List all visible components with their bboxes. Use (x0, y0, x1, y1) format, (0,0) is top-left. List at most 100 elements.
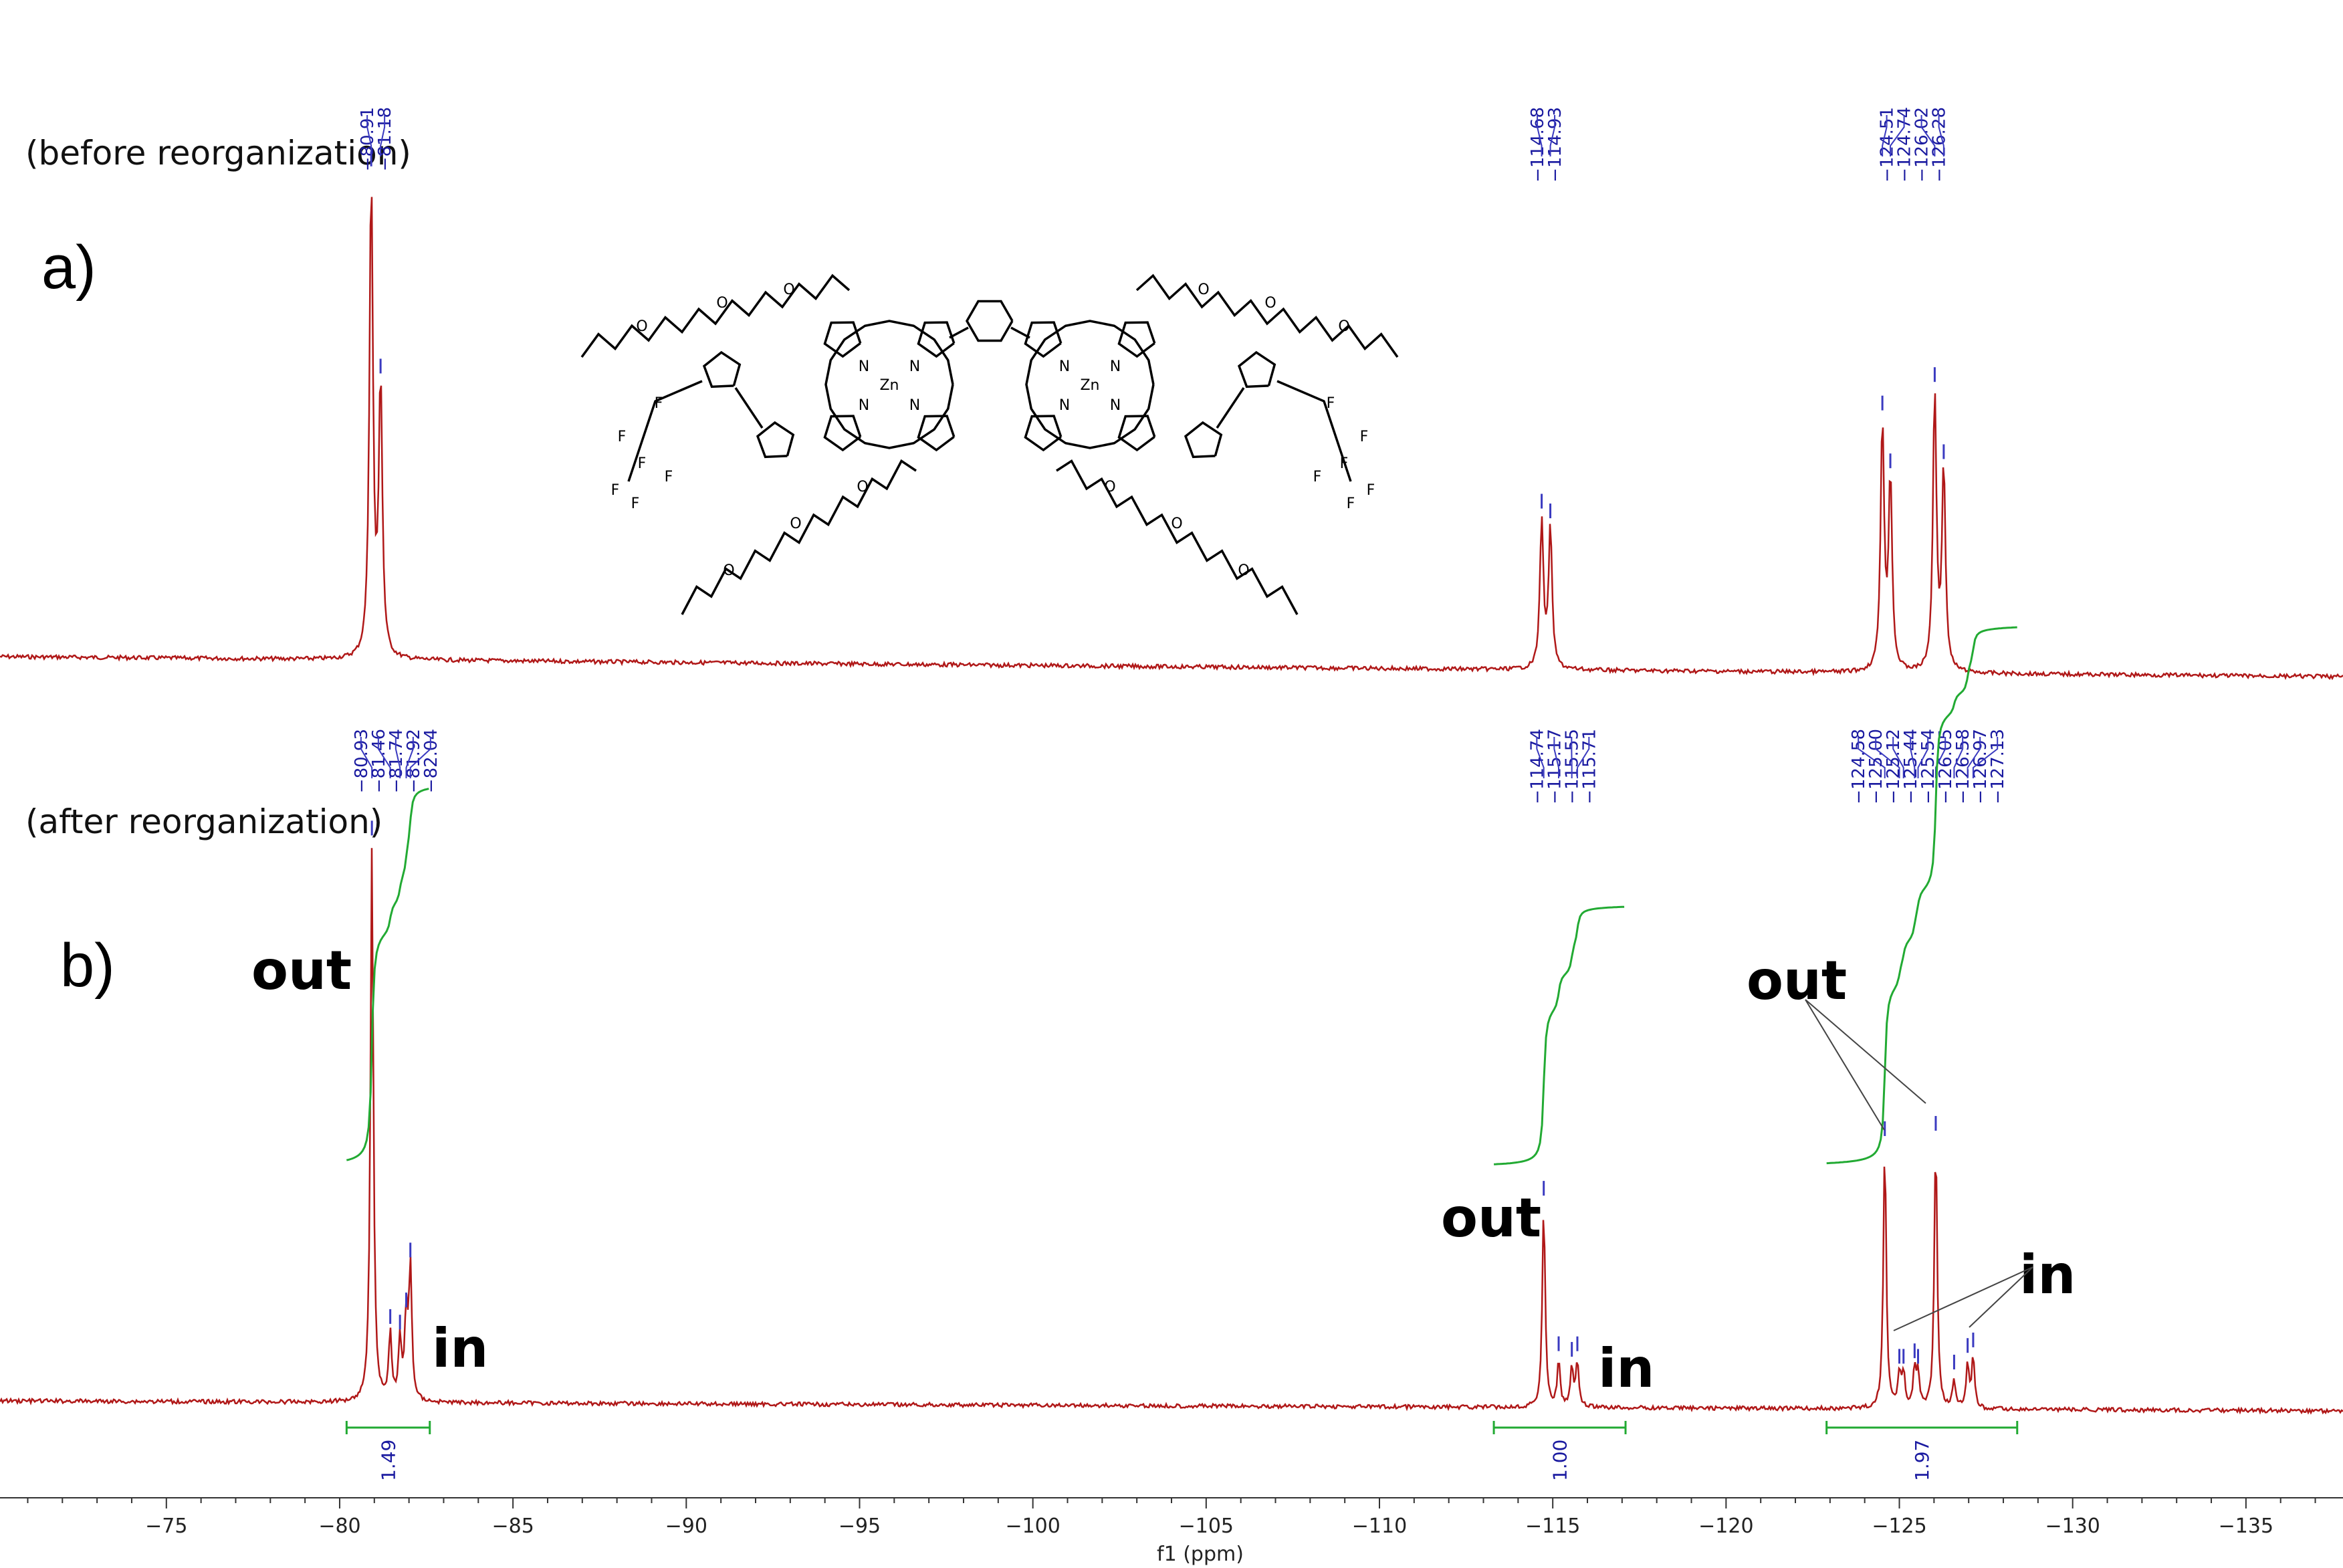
imidazole-ring (1184, 421, 1223, 459)
x-tick-label: −90 (665, 1515, 707, 1538)
peak-label-connector (1890, 115, 1905, 156)
spectrum-a-title: (before reorganization) (25, 134, 411, 173)
glycol-chain (681, 459, 917, 615)
pyrrole-ring (1117, 321, 1156, 358)
x-tick-label: −85 (491, 1515, 534, 1538)
triazole-ring (1237, 350, 1276, 388)
oxygen-atom-label: O (723, 562, 734, 579)
x-tick-label: −75 (145, 1515, 187, 1538)
glycol-chain (1135, 273, 1399, 358)
nitrogen-atom-label: N (1110, 397, 1121, 414)
annotation-out-cf3: out (251, 939, 352, 1002)
triazole-ring (702, 350, 742, 388)
annotation-out-cf2a: out (1441, 1187, 1542, 1249)
benzene-ring (965, 300, 1014, 342)
oxygen-atom-label: O (1171, 516, 1182, 532)
peak-label-connector (366, 115, 372, 156)
annotation-in-cf2b: in (2019, 1244, 2076, 1306)
peak-label-connector (1553, 737, 1559, 778)
bond (734, 387, 764, 429)
integral-value: 1.49 (378, 1440, 400, 1481)
oxygen-atom-label: O (783, 282, 794, 298)
glycol-chain (580, 273, 851, 358)
x-tick-label: −110 (1352, 1515, 1407, 1538)
annotation-leader-line (1893, 1266, 2033, 1331)
panel-a-label: a) (41, 233, 96, 302)
pyrrole-ring (917, 321, 956, 358)
panel-b-label: b) (60, 931, 115, 1000)
oxygen-atom-label: O (857, 479, 868, 495)
x-tick-label: −125 (1872, 1515, 1926, 1538)
x-tick-label: −115 (1525, 1515, 1580, 1538)
nitrogen-atom-label: N (1059, 358, 1070, 375)
integral-curve (346, 788, 429, 1161)
fluorine-atom-label: F (611, 482, 620, 499)
fluorine-atom-label: F (1347, 495, 1355, 512)
spectrum-b-title: (after reorganization) (25, 802, 383, 841)
peak-label-connector (395, 737, 401, 778)
fluoroalkyl-chain (627, 380, 703, 482)
nitrogen-atom-label: N (859, 397, 869, 414)
x-tick-label: −100 (1005, 1515, 1060, 1538)
bond (1216, 387, 1245, 429)
peak-label-connector (409, 737, 431, 778)
annotation-leader-line (1969, 1266, 2033, 1328)
x-tick-label: −135 (2219, 1515, 2273, 1538)
annotation-leader-line (1805, 999, 1926, 1104)
oxygen-atom-label: O (716, 295, 728, 312)
annotation-leader-line (1805, 999, 1885, 1131)
peak-label-connector (360, 737, 373, 778)
pyrrole-ring (1024, 415, 1063, 452)
peak-label-connector (1938, 115, 1944, 156)
integral-curve (1494, 905, 1625, 1165)
fluorine-atom-label: F (1360, 429, 1369, 445)
peak-label-connector (1920, 115, 1936, 156)
x-tick-label: −105 (1179, 1515, 1234, 1538)
bond (1010, 326, 1030, 339)
oxygen-atom-label: O (1264, 295, 1276, 312)
glycol-chain (1056, 459, 1299, 615)
spectrum-b-trace (0, 848, 2343, 1415)
fluorine-atom-label: F (631, 495, 640, 512)
nitrogen-atom-label: N (909, 358, 920, 375)
peak-label-connector (1882, 115, 1888, 156)
peak-label-connector (1967, 737, 1981, 778)
fluorine-atom-label: F (665, 469, 673, 485)
fluorine-atom-label: F (1327, 395, 1335, 412)
zinc-atom-label: Zn (1080, 377, 1099, 394)
oxygen-atom-label: O (1104, 479, 1115, 495)
peak-label-connector (1910, 737, 1916, 778)
x-tick-label: −130 (2045, 1515, 2100, 1538)
fluorine-atom-label: F (655, 395, 663, 412)
fluorine-atom-label: F (1340, 455, 1349, 472)
pyrrole-ring (823, 321, 862, 358)
peak-label-connector (1875, 737, 1900, 778)
pyrrole-ring (1117, 415, 1156, 452)
peak-label-connector (1576, 737, 1590, 778)
peak-label-connector (377, 737, 391, 778)
fluorine-atom-label: F (1367, 482, 1375, 499)
peak-label-connector (1972, 737, 1999, 778)
fluorine-atom-label: F (638, 455, 647, 472)
nitrogen-atom-label: N (909, 397, 920, 414)
peak-label-connector (1858, 737, 1886, 778)
bond (949, 326, 969, 339)
fluorine-atom-label: F (618, 429, 627, 445)
x-axis-label: f1 (ppm) (1157, 1543, 1244, 1566)
oxygen-atom-label: O (636, 318, 647, 335)
oxygen-atom-label: O (1338, 318, 1349, 335)
annotation-out-cf2b: out (1747, 949, 1848, 1012)
nitrogen-atom-label: N (1059, 397, 1070, 414)
oxygen-atom-label: O (1198, 282, 1209, 298)
peak-label-connector (380, 115, 386, 156)
annotation-in-cf3: in (432, 1317, 489, 1379)
peak-label-connector (1917, 737, 1929, 778)
peak-label-connector (1537, 115, 1543, 156)
nitrogen-atom-label: N (1110, 358, 1121, 375)
peak-label-connector (1536, 737, 1545, 778)
fluorine-atom-label: F (1313, 469, 1322, 485)
fluoroalkyl-chain (1276, 380, 1352, 482)
peak-label-connector (1549, 115, 1556, 156)
peak-label-connector (1892, 737, 1904, 778)
